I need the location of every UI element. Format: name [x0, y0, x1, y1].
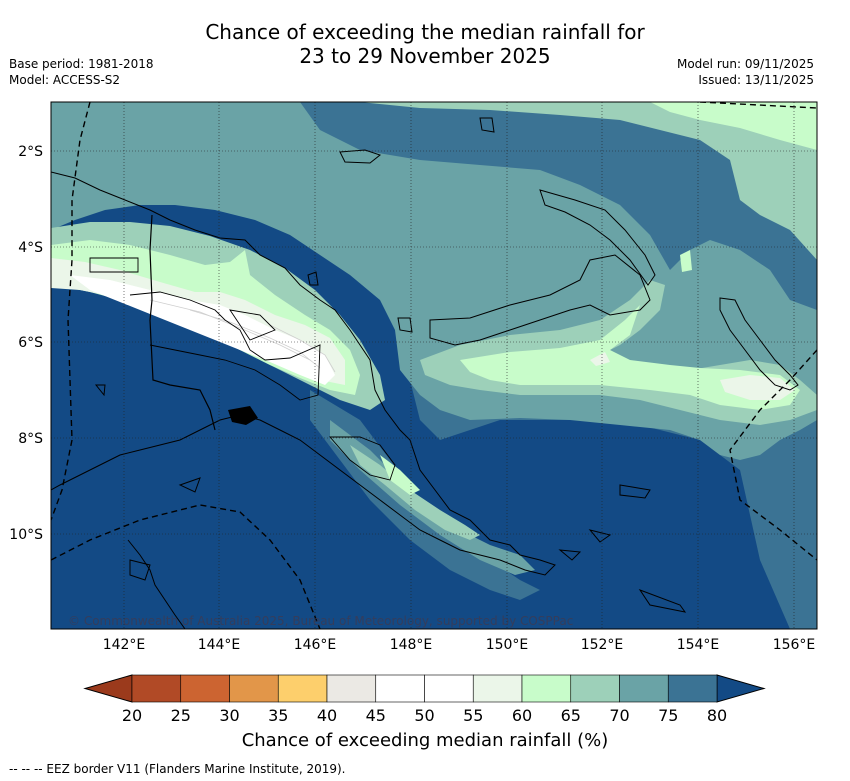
colorbar-segment — [619, 674, 669, 703]
colorbar-segment — [667, 674, 718, 703]
graticule — [51, 102, 817, 629]
colorbar-segment — [521, 674, 572, 703]
colorbar-tick-label: 60 — [512, 706, 532, 725]
lon-label-154e: 154°E — [677, 637, 720, 653]
colorbar-tick-label: 50 — [414, 706, 434, 725]
cape-york-coast — [127, 539, 186, 629]
contour-line — [189, 309, 321, 369]
metadata-right: Model run: 09/11/2025 Issued: 13/11/2025 — [677, 56, 814, 88]
coastlines — [51, 117, 799, 629]
colorbar-tick-label: 45 — [366, 706, 386, 725]
island-groups — [94, 117, 687, 613]
colorbar-tick-label: 75 — [658, 706, 678, 725]
colorbar-tick-label: 25 — [171, 706, 191, 725]
pngindonesia-border — [149, 214, 216, 431]
province-boundaries — [89, 257, 396, 481]
colorbar-tick-label: 30 — [219, 706, 239, 725]
contour-line — [149, 299, 311, 361]
metadata-left: Base period: 1981-2018 Model: ACCESS-S2 — [9, 56, 154, 88]
colorbar-segment — [570, 674, 620, 703]
copyright-notice: © Commonwealth of Australia 2025, Bureau… — [68, 614, 573, 628]
lon-label-142e: 142°E — [103, 637, 146, 653]
eez-legend-note: -- -- -- EEZ border V11 (Flanders Marine… — [9, 762, 346, 776]
colorbar-segment — [472, 674, 523, 703]
lat-label-10s: 10°S — [9, 527, 43, 543]
colorbar-segment — [180, 674, 230, 703]
eez-borders — [51, 102, 817, 629]
torres-islands — [228, 406, 258, 425]
colorbar: 20 25 30 35 40 45 50 55 60 65 70 75 80 — [83, 674, 766, 725]
colorbar-segment — [424, 674, 474, 703]
lat-label-6s: 6°S — [18, 335, 43, 351]
lon-label-146e: 146°E — [294, 637, 337, 653]
colorbar-segment — [131, 674, 182, 703]
lat-label-8s: 8°S — [18, 431, 43, 447]
longitude-labels: 142°E 144°E 146°E 148°E 150°E 152°E 154°… — [103, 637, 816, 653]
issued-date: Issued: 13/11/2025 — [698, 73, 814, 87]
map-title-line1: Chance of exceeding the median rainfall … — [205, 20, 645, 44]
colorbar-tick-label: 35 — [268, 706, 288, 725]
lat-label-4s: 4°S — [18, 240, 43, 256]
colorbar-tick-label: 65 — [561, 706, 581, 725]
colorbar-tick-label: 40 — [317, 706, 337, 725]
contour-band-50 — [70, 275, 335, 385]
colorbar-segment — [326, 674, 377, 703]
eez-border-south — [51, 504, 321, 629]
colorbar-tick-label: 70 — [609, 706, 629, 725]
colorbar-label: Chance of exceeding median rainfall (%) — [241, 730, 609, 751]
colorbar-segment — [375, 674, 425, 703]
colorbar-over-arrow — [716, 674, 766, 703]
lon-label-152e: 152°E — [581, 637, 624, 653]
model-name: Model: ACCESS-S2 — [9, 73, 121, 87]
lon-label-150e: 150°E — [486, 637, 529, 653]
contour-band-70 — [51, 102, 817, 575]
new-ireland — [539, 189, 656, 286]
lon-label-148e: 148°E — [390, 637, 433, 653]
colorbar-under-arrow — [83, 674, 133, 703]
lon-label-156e: 156°E — [773, 637, 816, 653]
latitude-labels: 2°S 4°S 6°S 8°S 10°S — [9, 144, 43, 543]
colorbar-tick-label: 55 — [463, 706, 483, 725]
lon-label-144e: 144°E — [198, 637, 241, 653]
eez-border-east — [729, 349, 817, 561]
map-frame — [50, 101, 818, 630]
map-title-line2: 23 to 29 November 2025 — [299, 44, 551, 68]
contour-line — [269, 324, 336, 373]
manus-island — [339, 149, 382, 164]
eez-border-west — [51, 102, 91, 521]
colorbar-tick-label: 20 — [122, 706, 142, 725]
new-guinea-coastline — [51, 171, 556, 576]
base-period: Base period: 1981-2018 — [9, 57, 154, 71]
lat-label-2s: 2°S — [18, 144, 43, 160]
colorbar-segment — [277, 674, 328, 703]
map-area: © Commonwealth of Australia 2025, Bureau… — [51, 102, 817, 629]
new-britain — [429, 254, 651, 346]
colorbar-tick-label: 80 — [707, 706, 727, 725]
colorbar-segment — [229, 674, 279, 703]
model-run: Model run: 09/11/2025 — [676, 57, 814, 71]
